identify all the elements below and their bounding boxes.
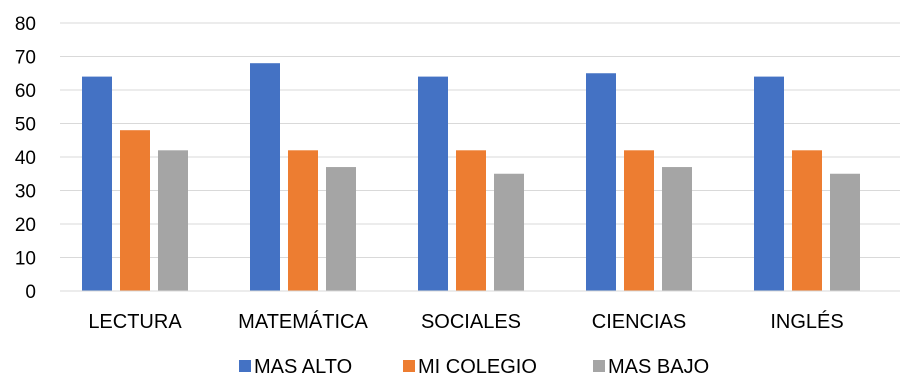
bar-mas-alto-ciencias [586, 73, 616, 291]
bar-mas-bajo-matemática [326, 167, 356, 291]
legend-swatch-mas-bajo [593, 360, 605, 372]
x-category-label: LECTURA [88, 311, 182, 333]
y-tick-label: 80 [15, 14, 36, 35]
legend-swatch-mas-alto [239, 360, 251, 372]
bar-mas-bajo-sociales [494, 173, 524, 291]
bar-mas-alto-sociales [418, 76, 448, 291]
x-category-label: SOCIALES [421, 311, 521, 333]
y-tick-label: 40 [15, 148, 36, 169]
x-category-label: INGLÉS [770, 310, 843, 333]
bar-mas-bajo-lectura [158, 150, 188, 291]
bar-mi-colegio-sociales [456, 150, 486, 291]
y-axis: 0 10 20 30 40 50 60 70 80 [15, 14, 36, 303]
x-axis: LECTURA MATEMÁTICA SOCIALES CIENCIAS INGLÉS [60, 290, 900, 333]
y-tick-label: 0 [25, 282, 36, 303]
bar-mi-colegio-inglés [792, 150, 822, 291]
y-tick-label: 60 [15, 81, 36, 102]
legend-label: MAS ALTO [254, 356, 352, 378]
bar-mi-colegio-ciencias [624, 150, 654, 291]
y-tick-label: 50 [15, 115, 36, 136]
bar-mi-colegio-matemática [288, 150, 318, 291]
legend-swatch-mi-colegio [403, 360, 415, 372]
legend-label: MI COLEGIO [418, 356, 537, 378]
y-tick-label: 30 [15, 182, 36, 203]
x-category-label: CIENCIAS [592, 311, 686, 333]
y-tick-label: 70 [15, 48, 36, 69]
bar-mas-bajo-inglés [830, 173, 860, 291]
bar-mas-bajo-ciencias [662, 167, 692, 291]
bar-mas-alto-lectura [82, 76, 112, 291]
bar-mas-alto-matemática [250, 63, 280, 292]
x-category-label: MATEMÁTICA [238, 310, 368, 333]
legend-label: MAS BAJO [608, 356, 709, 378]
bars [82, 63, 860, 292]
legend: MAS ALTO MI COLEGIO MAS BAJO [239, 356, 709, 378]
y-tick-label: 20 [15, 215, 36, 236]
y-tick-label: 10 [15, 249, 36, 270]
bar-mi-colegio-lectura [120, 130, 150, 291]
bar-mas-alto-inglés [754, 76, 784, 291]
